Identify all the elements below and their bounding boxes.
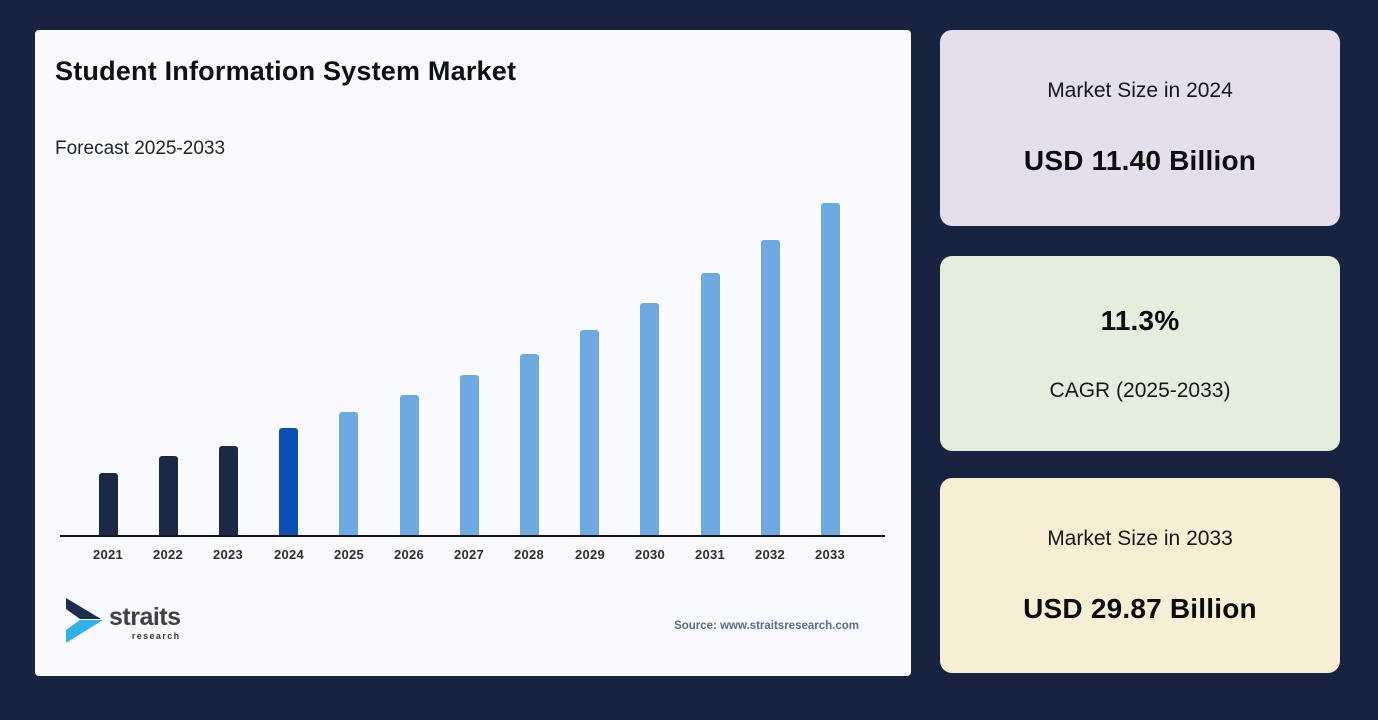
bar-2033 (821, 203, 840, 536)
logo-name: straits (109, 602, 181, 631)
logo-text: straits research (109, 602, 181, 641)
bar-2032 (761, 240, 780, 536)
x-axis-line (60, 535, 885, 537)
straits-research-logo: straits research (63, 596, 181, 649)
x-axis-label-2025: 2025 (333, 547, 365, 562)
bar-2027 (460, 375, 479, 536)
bar-2031 (701, 273, 720, 536)
x-axis-label-2028: 2028 (513, 547, 545, 562)
bar-chart: 2021 2022 2023 2024 2025 2026 2027 2028 2029 2030… (35, 30, 911, 676)
straits-logo-icon (63, 596, 105, 649)
x-axis-label-2030: 2030 (634, 547, 666, 562)
card-value: USD 11.40 Billion (1023, 145, 1257, 176)
x-axis-label-2022: 2022 (152, 547, 184, 562)
card-value: USD 29.87 Billion (1023, 592, 1257, 624)
x-axis-label-2021: 2021 (92, 547, 124, 562)
x-axis-label-2033: 2033 (814, 547, 846, 562)
x-axis-label-2027: 2027 (453, 547, 485, 562)
x-axis-label-2023: 2023 (212, 547, 244, 562)
bar-2021 (99, 473, 118, 536)
card-label: CAGR (2025-2033) (1049, 378, 1231, 402)
x-axis-label-2026: 2026 (393, 547, 425, 562)
chart-title: Student Information System Market (55, 56, 517, 86)
bar-2029 (580, 330, 599, 536)
market-size-2033-card: Market Size in 2033 USD 29.87 Billion (940, 478, 1340, 673)
market-size-2024-card: Market Size in 2024 USD 11.40 Billion (940, 30, 1340, 226)
chart-panel: Student Information System Market Foreca… (35, 30, 911, 676)
cagr-card: 11.3% CAGR (2025-2033) (940, 256, 1340, 451)
source-text: Source: www.straitsresearch.com (674, 620, 859, 632)
x-axis-label-2024: 2024 (273, 547, 305, 562)
logo-subtext: research (131, 630, 181, 641)
bar-2030 (640, 303, 659, 536)
bar-2023 (219, 446, 238, 536)
x-axis-label-2032: 2032 (754, 547, 786, 562)
card-label: Market Size in 2024 (1047, 79, 1233, 102)
chart-subtitle: Forecast 2025-2033 (55, 138, 226, 159)
bar-2022 (159, 456, 178, 536)
bar-2025 (339, 412, 358, 536)
bar-2024 (279, 428, 298, 536)
bar-2026 (400, 395, 419, 536)
bar-2028 (520, 354, 539, 536)
card-label: Market Size in 2033 (1047, 526, 1233, 550)
card-value: 11.3% (1100, 304, 1180, 336)
x-axis-label-2031: 2031 (694, 547, 726, 562)
x-axis-label-2029: 2029 (574, 547, 606, 562)
